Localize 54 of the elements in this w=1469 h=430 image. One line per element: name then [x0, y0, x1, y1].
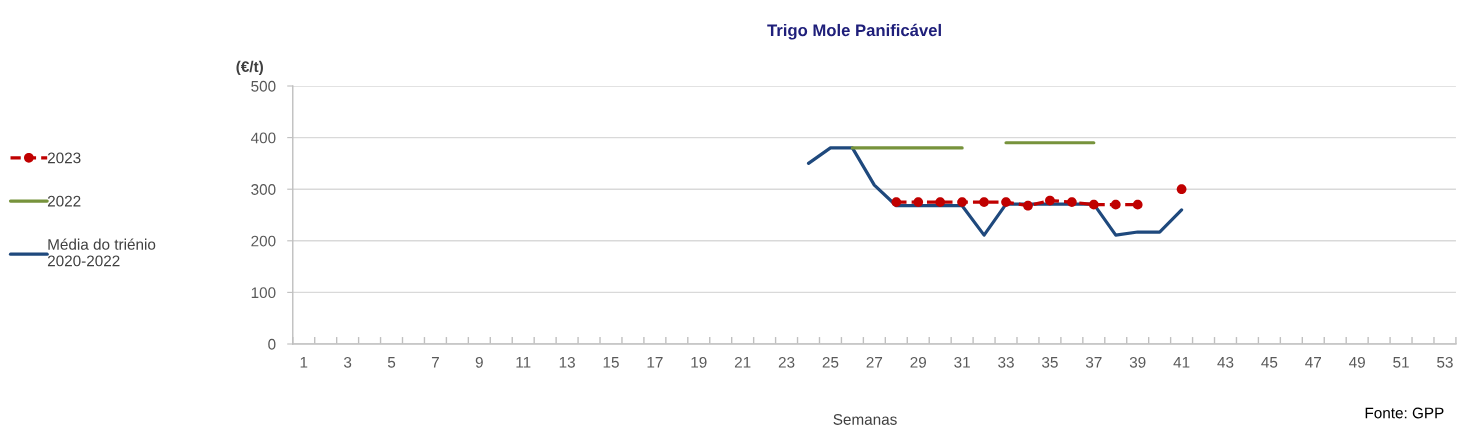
- x-tick-label: 39: [1129, 356, 1146, 368]
- y-tick-label: 100: [251, 287, 276, 299]
- point: [1132, 199, 1143, 210]
- line-series: [806, 146, 1184, 237]
- x-tick-label: 51: [1393, 357, 1409, 368]
- point: [1176, 184, 1187, 195]
- x-tick-label: 43: [1217, 356, 1234, 368]
- source-note: Fonte: GPP: [1365, 407, 1444, 419]
- x-tick-label: 9: [475, 356, 483, 368]
- x-tick-label: 19: [691, 356, 707, 368]
- point: [891, 197, 902, 207]
- y-tick-label: 0: [268, 338, 276, 350]
- point: [1067, 197, 1077, 207]
- x-tick-label: 53: [1437, 356, 1453, 368]
- x-tick-label: 35: [1042, 356, 1058, 368]
- y-axis-title: (€/t): [236, 60, 263, 76]
- x-tick-label: 15: [603, 357, 619, 368]
- x-tick-label: 45: [1261, 357, 1278, 368]
- chart-title: Trigo Mole Panificável: [767, 23, 941, 40]
- x-tick-label: 13: [559, 356, 575, 368]
- x-tick-label: 1: [300, 357, 308, 368]
- y-tick-label: 500: [251, 80, 276, 92]
- x-tick-label: 23: [778, 356, 795, 368]
- x-tick-label: 33: [998, 356, 1014, 368]
- x-tick-label: 21: [734, 356, 751, 368]
- point: [1110, 199, 1121, 210]
- point: [979, 197, 989, 207]
- x-tick-label: 31: [954, 356, 970, 368]
- legend-label: Média do triénio 2020-2022: [47, 238, 156, 267]
- y-tick-label: 400: [250, 132, 276, 144]
- point: [957, 197, 967, 207]
- x-tick-label: 25: [822, 356, 839, 368]
- x-tick-label: 7: [431, 357, 439, 368]
- legend-label: 2022: [47, 195, 81, 207]
- point: [1088, 199, 1099, 210]
- point: [1045, 195, 1055, 206]
- x-tick-label: 17: [647, 357, 663, 368]
- y-tick-label: 200: [251, 235, 276, 247]
- x-tick-label: 47: [1305, 357, 1322, 368]
- x-tick-label: 27: [866, 356, 883, 368]
- x-tick-label: 3: [343, 356, 352, 368]
- y-tick-label: 300: [251, 184, 276, 195]
- x-tick-label: 29: [910, 356, 927, 368]
- x-tick-label: 49: [1349, 356, 1365, 368]
- point: [1001, 197, 1011, 207]
- point: [913, 197, 924, 207]
- x-axis-title: Semanas: [833, 414, 897, 425]
- x-tick-label: 37: [1085, 356, 1102, 368]
- x-tick-label: 41: [1173, 357, 1190, 368]
- legend-label: 2023: [47, 152, 81, 164]
- point: [935, 197, 946, 207]
- point: [1023, 200, 1033, 211]
- x-tick-label: 11: [516, 357, 531, 368]
- x-tick-label: 5: [387, 357, 396, 368]
